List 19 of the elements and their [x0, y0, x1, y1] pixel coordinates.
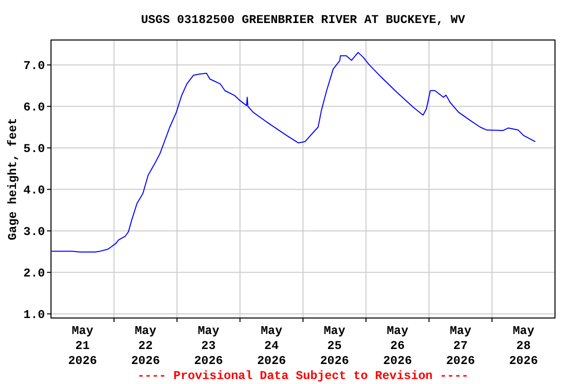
x-tick-label: May 21 2026 [68, 324, 97, 368]
x-tick-label: May 24 2026 [257, 324, 286, 368]
y-tick-label: 7.0 [23, 59, 45, 74]
text: ---- Provisional Data Subject to Revision ---- [137, 369, 469, 383]
x-tick-label: May 26 2026 [383, 324, 412, 368]
x-tick-label: May 28 2026 [509, 324, 538, 368]
x-tick-label: May 23 2026 [194, 324, 223, 368]
y-axis-title: Gage height, feet [6, 118, 20, 240]
y-tick-label: 6.0 [23, 100, 45, 115]
y-tick-label: 4.0 [23, 184, 45, 198]
y-tick-label: 3.0 [23, 225, 45, 240]
y-tick-label: 2.0 [23, 266, 45, 281]
x-tick-label: May 25 2026 [320, 324, 349, 368]
line-series [51, 52, 536, 253]
y-tick-label: 1.0 [23, 308, 45, 322]
x-tick-label: May 27 2026 [446, 324, 475, 368]
chart-title: USGS 03182500 GREENBRIER RIVER AT BUCKEYE, WV [140, 13, 466, 27]
y-tick-label: 5.0 [23, 142, 45, 156]
x-tick-label: May 22 2026 [131, 324, 160, 368]
